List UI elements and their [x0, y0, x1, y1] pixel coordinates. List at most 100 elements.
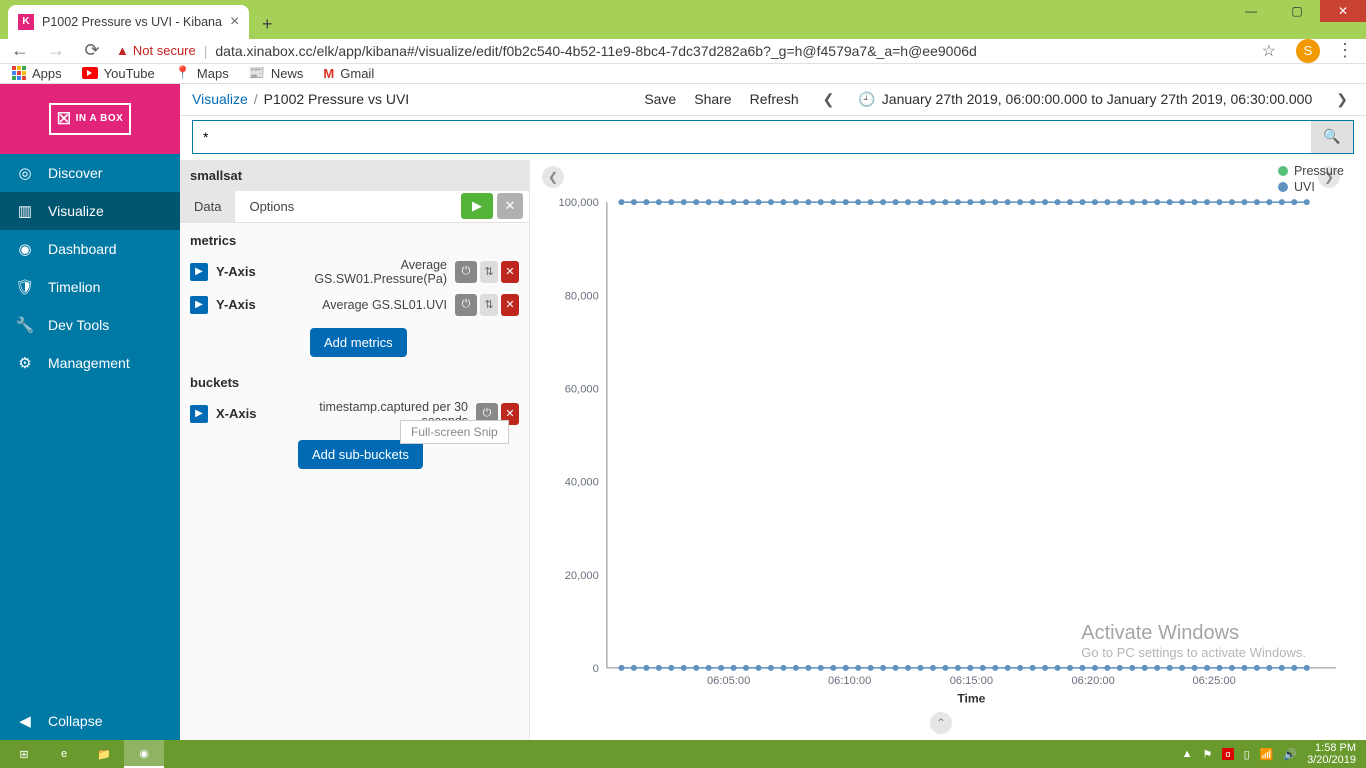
breadcrumb: Visualize / P1002 Pressure vs UVI: [192, 91, 409, 107]
svg-text:40,000: 40,000: [565, 476, 599, 488]
tray-up-icon[interactable]: ▲: [1182, 748, 1193, 760]
save-button[interactable]: Save: [644, 91, 676, 107]
chart-panel: ❮ ❯ Pressure UVI 020,00040,00060,00080,0…: [530, 160, 1366, 740]
taskbar-ie[interactable]: e: [44, 740, 84, 768]
bookmark-star-icon[interactable]: ☆: [1262, 41, 1276, 61]
sidebar-collapse[interactable]: ◀Collapse: [0, 702, 180, 740]
bookmarks-bar: Apps YouTube 📍Maps 📰News MGmail: [0, 64, 1366, 84]
chrome-menu-icon[interactable]: ⋮: [1332, 40, 1358, 61]
svg-text:06:15:00: 06:15:00: [950, 675, 993, 687]
panel-expand-down-icon[interactable]: ⌃: [930, 712, 952, 734]
url-text: data.xinabox.cc/elk/app/kibana#/visualiz…: [215, 43, 976, 59]
maps-icon: 📍: [175, 65, 191, 81]
tray-volume-icon[interactable]: 🔊: [1283, 748, 1297, 761]
window-minimize[interactable]: —: [1228, 0, 1274, 22]
play-icon: ▶: [472, 198, 482, 214]
sidebar-item-visualize[interactable]: ▥Visualize: [0, 192, 180, 230]
bookmark-youtube[interactable]: YouTube: [82, 66, 155, 81]
tray-flag-icon[interactable]: ⚑: [1203, 748, 1213, 761]
forward-button[interactable]: →: [44, 39, 68, 63]
apply-changes-button[interactable]: ▶: [461, 193, 493, 219]
window-close[interactable]: ✕: [1320, 0, 1366, 22]
add-metrics-button[interactable]: Add metrics: [310, 328, 407, 357]
buckets-heading: buckets: [180, 365, 529, 396]
breadcrumb-visualize[interactable]: Visualize: [192, 91, 248, 107]
taskbar-clock[interactable]: 1:58 PM 3/20/2019: [1307, 742, 1356, 766]
search-icon: 🔍: [1323, 128, 1340, 144]
profile-avatar[interactable]: S: [1296, 39, 1320, 63]
logo[interactable]: ☒IN A BOX: [0, 84, 180, 154]
tray-wifi-icon[interactable]: 📶: [1260, 748, 1274, 761]
tray-battery-icon[interactable]: ▯: [1244, 748, 1250, 761]
share-button[interactable]: Share: [694, 91, 731, 107]
svg-text:20,000: 20,000: [565, 569, 599, 581]
svg-text:06:20:00: 06:20:00: [1071, 675, 1114, 687]
legend-item-pressure[interactable]: Pressure: [1278, 164, 1344, 178]
url-box[interactable]: ▲Not secure | data.xinabox.cc/elk/app/ki…: [116, 43, 1250, 59]
expand-toggle-icon[interactable]: ▶: [190, 296, 208, 314]
start-button[interactable]: ⊞: [4, 740, 44, 768]
tab-data[interactable]: Data: [180, 191, 235, 222]
agg-delete-button[interactable]: ✕: [501, 261, 519, 283]
legend-item-uvi[interactable]: UVI: [1278, 180, 1344, 194]
not-secure-icon: ▲: [116, 43, 129, 58]
reload-button[interactable]: ⟳: [80, 39, 104, 63]
agg-drag-handle[interactable]: ⇅: [480, 294, 498, 316]
time-range-picker[interactable]: 🕘January 27th 2019, 06:00:00.000 to Janu…: [858, 91, 1312, 108]
metrics-heading: metrics: [180, 223, 529, 254]
agg-enable-toggle[interactable]: ⏻: [455, 294, 477, 316]
panel-collapse-left-icon[interactable]: ❮: [542, 166, 564, 188]
line-chart: 020,00040,00060,00080,000100,00006:05:00…: [536, 192, 1346, 708]
window-maximize[interactable]: ▢: [1274, 0, 1320, 22]
tab-options[interactable]: Options: [235, 191, 308, 222]
bookmark-gmail[interactable]: MGmail: [323, 66, 374, 81]
tray-av-icon[interactable]: α: [1222, 748, 1233, 760]
add-sub-buckets-button[interactable]: Add sub-buckets: [298, 440, 423, 469]
sidebar-item-discover[interactable]: ◎Discover: [0, 154, 180, 192]
compass-icon: ◎: [16, 164, 34, 182]
query-bar: 🔍: [192, 120, 1354, 154]
apps-shortcut[interactable]: Apps: [12, 66, 62, 81]
collapse-icon: ◀: [16, 712, 34, 730]
query-input[interactable]: [193, 121, 1311, 153]
tab-close-icon[interactable]: ×: [230, 13, 239, 31]
index-pattern-label[interactable]: smallsat: [180, 160, 529, 191]
logo-x-icon: ☒: [57, 109, 72, 129]
gmail-icon: M: [323, 66, 334, 81]
back-button[interactable]: ←: [8, 39, 32, 63]
sidebar-item-dashboard[interactable]: ◉Dashboard: [0, 230, 180, 268]
agg-drag-handle[interactable]: ⇅: [480, 261, 498, 283]
youtube-icon: [82, 67, 98, 79]
refresh-button[interactable]: Refresh: [750, 91, 799, 107]
browser-tab[interactable]: K P1002 Pressure vs UVI - Kibana ×: [8, 5, 249, 39]
sidebar-item-management[interactable]: ⚙Management: [0, 344, 180, 382]
metric-row-0: ▶ Y-Axis Average GS.SW01.Pressure(Pa) ⏻ …: [180, 254, 529, 290]
bookmark-maps[interactable]: 📍Maps: [175, 65, 229, 81]
expand-toggle-icon[interactable]: ▶: [190, 405, 208, 423]
not-secure-label: Not secure: [133, 43, 196, 58]
svg-text:80,000: 80,000: [565, 290, 599, 302]
breadcrumb-current: P1002 Pressure vs UVI: [264, 91, 410, 107]
agg-delete-button[interactable]: ✕: [501, 294, 519, 316]
time-prev-icon[interactable]: ❮: [817, 91, 841, 108]
discard-changes-button[interactable]: ✕: [497, 193, 523, 219]
svg-text:0: 0: [593, 663, 599, 675]
metric-row-1: ▶ Y-Axis Average GS.SL01.UVI ⏻ ⇅ ✕: [180, 290, 529, 320]
new-tab-button[interactable]: +: [253, 11, 281, 39]
sidebar-item-devtools[interactable]: 🔧Dev Tools: [0, 306, 180, 344]
taskbar-chrome[interactable]: ◉: [124, 740, 164, 768]
taskbar-explorer[interactable]: 📁: [84, 740, 124, 768]
query-submit-button[interactable]: 🔍: [1311, 121, 1353, 153]
legend-dot: [1278, 182, 1288, 192]
legend-dot: [1278, 166, 1288, 176]
svg-text:06:10:00: 06:10:00: [828, 675, 871, 687]
bookmark-news[interactable]: 📰News: [249, 65, 304, 81]
sidebar-item-timelion[interactable]: 🛡Timelion: [0, 268, 180, 306]
agg-enable-toggle[interactable]: ⏻: [455, 261, 477, 283]
expand-toggle-icon[interactable]: ▶: [190, 263, 208, 281]
svg-text:60,000: 60,000: [565, 383, 599, 395]
kibana-favicon: K: [18, 14, 34, 30]
svg-text:Time: Time: [957, 691, 985, 705]
time-next-icon[interactable]: ❯: [1330, 91, 1354, 108]
tab-strip: K P1002 Pressure vs UVI - Kibana × +: [0, 5, 1366, 39]
